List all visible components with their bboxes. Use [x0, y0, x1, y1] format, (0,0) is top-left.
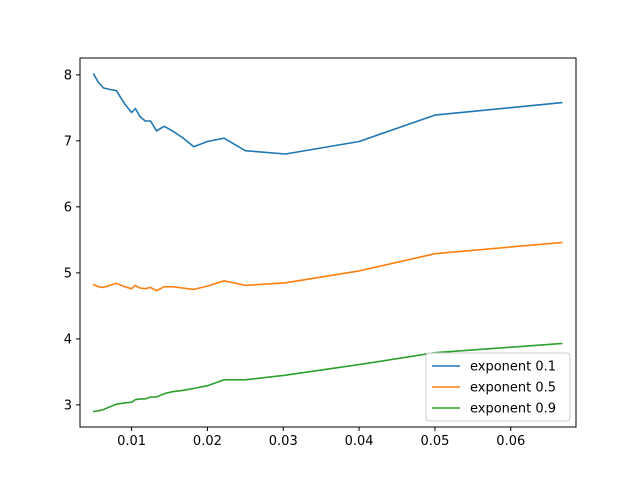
x-tick-label: 0.06 — [496, 434, 525, 449]
x-tick-label: 0.03 — [269, 434, 298, 449]
series-layer — [92, 73, 563, 413]
y-tick-label: 8 — [64, 68, 72, 83]
y-tick-label: 4 — [64, 332, 72, 347]
series-line — [92, 241, 563, 292]
legend-label: exponent 0.1 — [470, 360, 556, 375]
legend-label: exponent 0.5 — [470, 381, 556, 396]
x-tick-label: 0.01 — [117, 434, 146, 449]
legend-box — [425, 352, 571, 422]
x-axis: 0.01 0.02 0.03 0.04 0.05 0.06 — [117, 427, 525, 449]
series-line — [92, 73, 563, 155]
y-tick-label: 5 — [64, 266, 72, 281]
x-tick-label: 0.04 — [345, 434, 374, 449]
series-line — [92, 342, 563, 413]
y-tick-label: 7 — [64, 134, 72, 149]
y-tick-label: 3 — [64, 398, 72, 413]
y-axis: 3 4 5 6 7 8 — [64, 68, 80, 413]
x-tick-label: 0.02 — [193, 434, 222, 449]
y-tick-label: 6 — [64, 200, 72, 215]
plot-frame — [79, 57, 577, 428]
legend: exponent 0.1 exponent 0.5 exponent 0.9 — [425, 352, 571, 422]
legend-label: exponent 0.9 — [470, 402, 556, 417]
x-tick-label: 0.05 — [420, 434, 449, 449]
